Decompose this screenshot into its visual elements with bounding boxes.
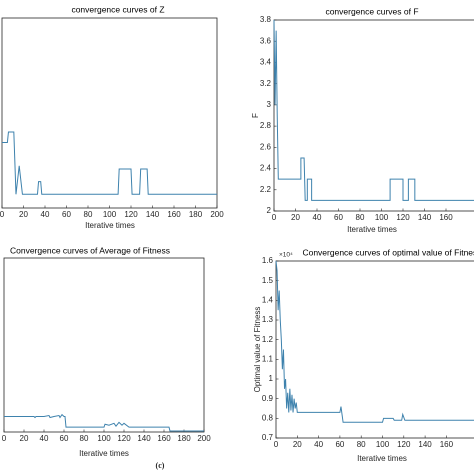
x-tick-label: 20	[291, 213, 300, 222]
plot-frame	[3, 257, 205, 433]
x-axis-label: Iterative times	[347, 225, 397, 234]
x-tick-label: 40	[313, 213, 322, 222]
y-tick-label: 1.1	[262, 354, 274, 363]
x-tick-label: 140	[137, 434, 151, 443]
x-tick-label: 100	[103, 210, 117, 219]
y-tick-label: 1.4	[262, 295, 274, 304]
x-tick-label: 20	[20, 434, 29, 443]
curve	[275, 260, 474, 423]
x-tick-label: 80	[356, 213, 365, 222]
panel: Convergence curves of Average of Fitness…	[2, 245, 211, 470]
x-tick-label: 120	[397, 440, 411, 449]
panel-label: (c)	[156, 461, 165, 470]
x-tick-label: 80	[80, 434, 89, 443]
x-tick-label: 40	[40, 434, 49, 443]
curve	[4, 413, 204, 432]
x-tick-label: 140	[418, 213, 432, 222]
x-tick-label: 160	[157, 434, 171, 443]
y-tick-label: 1	[269, 374, 274, 383]
plot-frame	[1, 17, 218, 209]
x-tick-label: 60	[334, 213, 343, 222]
x-tick-label: 80	[84, 210, 93, 219]
y-tick-label: 3.4	[260, 58, 272, 67]
y-tick-label: 3	[267, 100, 272, 109]
x-tick-label: 0	[272, 213, 277, 222]
x-tick-label: 180	[177, 434, 191, 443]
x-tick-label: 100	[375, 213, 389, 222]
plot-frame	[273, 19, 474, 212]
chart-title: Convergence curves of optimal value of F…	[302, 247, 474, 257]
x-tick-label: 0	[0, 210, 5, 219]
y-tick-label: 3.8	[260, 15, 272, 24]
x-tick-label: 180	[189, 210, 203, 219]
x-tick-label: 40	[314, 440, 323, 449]
plot-frame	[275, 260, 474, 439]
curve	[2, 131, 217, 195]
y-tick-label: 2.8	[260, 121, 272, 130]
y-tick-label: 3.2	[260, 79, 272, 88]
x-tick-label: 200	[197, 434, 211, 443]
x-axis-label: Iterative times	[79, 449, 129, 458]
chart-title: convergence curves of F	[325, 6, 418, 16]
x-tick-label: 160	[439, 213, 453, 222]
x-tick-label: 100	[97, 434, 111, 443]
chart-title: convergence curves of Z	[71, 4, 164, 14]
x-tick-label: 120	[396, 213, 410, 222]
x-tick-label: 160	[167, 210, 181, 219]
x-tick-label: 40	[41, 210, 50, 219]
x-tick-label: 80	[357, 440, 366, 449]
y-tick-label: 1.3	[262, 315, 274, 324]
y-tick-label: 3.6	[260, 36, 272, 45]
x-tick-label: 0	[2, 434, 7, 443]
panel: Convergence curves of optimal value of F…	[253, 247, 474, 463]
y-tick-label: 1.2	[262, 335, 274, 344]
y-axis-label: Optimal value of Fitness	[253, 307, 262, 393]
y-tick-label: 2.6	[260, 142, 272, 151]
y-tick-label: 2.2	[260, 185, 272, 194]
x-axis-label: Iterative times	[85, 221, 135, 230]
x-tick-label: 60	[62, 210, 71, 219]
y-tick-label: 0.8	[262, 413, 274, 422]
x-tick-label: 120	[117, 434, 131, 443]
curve	[273, 19, 474, 201]
x-tick-label: 140	[146, 210, 160, 219]
x-tick-label: 60	[60, 434, 69, 443]
x-tick-label: 60	[335, 440, 344, 449]
chart-title: Convergence curves of Average of Fitness	[10, 245, 170, 255]
x-tick-label: 200	[210, 210, 224, 219]
y-tick-label: 2	[267, 206, 272, 215]
y-tick-label: 0.9	[262, 394, 274, 403]
x-tick-label: 160	[440, 440, 454, 449]
y-tick-label: 1.6	[262, 256, 274, 265]
x-tick-label: 20	[293, 440, 302, 449]
x-tick-label: 120	[124, 210, 138, 219]
x-tick-label: 0	[274, 440, 279, 449]
x-tick-label: 20	[19, 210, 28, 219]
y-tick-label: 2.4	[260, 164, 272, 173]
y-axis-label: F	[251, 113, 260, 118]
y-tick-label: 0.7	[262, 433, 274, 442]
x-axis-label: Iterative times	[357, 454, 407, 463]
x-tick-label: 100	[376, 440, 390, 449]
x-tick-label: 140	[418, 440, 432, 449]
y-tick-label: 1.5	[262, 276, 274, 285]
panel: convergence curves of Z Iterative times 0 2…	[0, 4, 224, 230]
y-exponent: ×10⁴	[279, 252, 293, 259]
